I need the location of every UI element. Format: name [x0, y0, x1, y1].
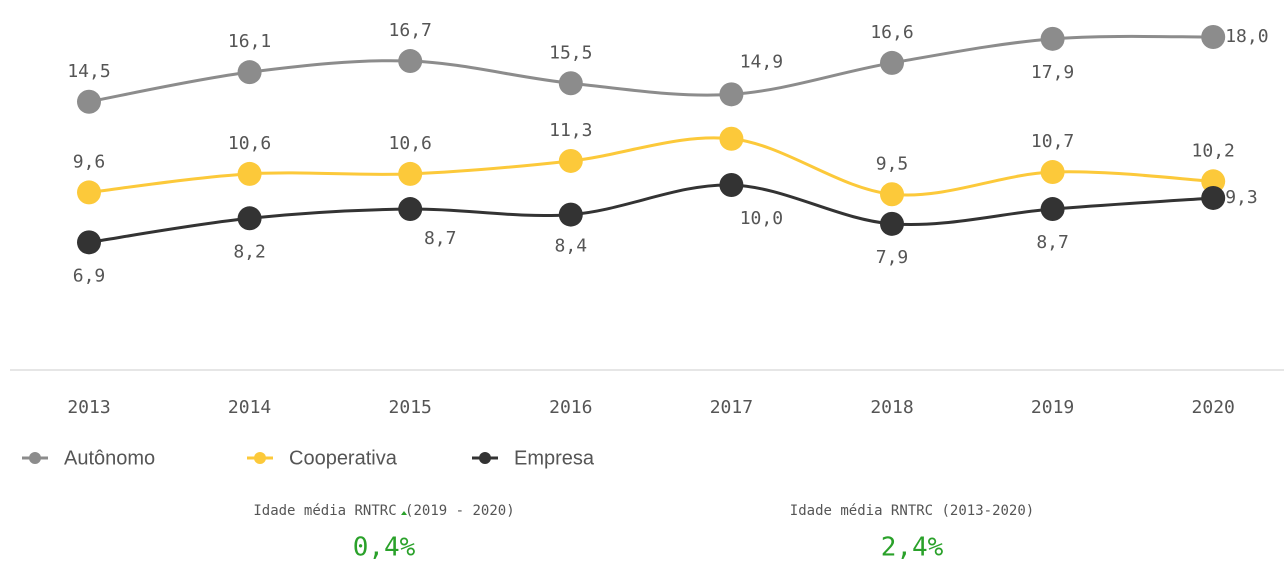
point: [880, 50, 904, 75]
kpi-value: 0,4%: [353, 533, 416, 562]
data-label: 9,6: [73, 151, 106, 172]
data-label: 10,6: [228, 133, 271, 154]
data-label: 10,7: [1031, 131, 1074, 152]
data-label: 9,3: [1225, 187, 1258, 208]
x-tick-label: 2014: [228, 397, 271, 418]
point: [398, 161, 423, 186]
point: [398, 49, 423, 74]
series-line: [88, 136, 1214, 197]
point: [77, 89, 101, 114]
x-tick-label: 2013: [67, 397, 110, 418]
point: [1201, 25, 1226, 49]
data-label: 7,9: [876, 247, 909, 268]
series-line: [88, 183, 1214, 244]
point: [237, 206, 262, 231]
point: [1040, 26, 1065, 51]
series-line: [88, 34, 1214, 104]
data-label: 8,7: [424, 228, 457, 249]
legend-marker: [29, 452, 41, 464]
data-label: 10,6: [389, 133, 432, 154]
point: [558, 71, 583, 96]
point: [237, 60, 262, 85]
point: [1040, 197, 1065, 222]
point: [880, 182, 904, 207]
point: [77, 180, 101, 205]
legend-label: Empresa: [514, 447, 595, 469]
data-label: 16,6: [870, 22, 913, 43]
x-tick-label: 2017: [710, 397, 753, 418]
point: [1201, 169, 1226, 194]
x-tick-label: 2018: [870, 397, 913, 418]
point: [558, 148, 583, 173]
legend-label: Autônomo: [64, 447, 155, 469]
data-label: 16,1: [228, 31, 271, 52]
kpi-value: 2,4%: [881, 533, 944, 562]
legend-marker: [254, 452, 266, 464]
point: [1201, 185, 1226, 210]
data-label: 11,3: [549, 120, 592, 141]
kpi-indicator: [401, 511, 407, 515]
x-tick-label: 2015: [389, 397, 432, 418]
data-label: 15,5: [549, 42, 592, 63]
data-label: 9,5: [876, 153, 909, 174]
kpi-label: Idade média RNTRC (2019 - 2020): [253, 503, 514, 519]
data-label: 18,0: [1225, 26, 1268, 47]
point: [558, 202, 583, 227]
data-label: 16,7: [389, 20, 432, 41]
point: [398, 197, 423, 222]
point: [237, 161, 262, 186]
point: [719, 126, 744, 151]
kpi-label: Idade média RNTRC (2013-2020): [790, 503, 1034, 519]
data-label: 8,2: [233, 241, 266, 262]
x-tick-label: 2020: [1192, 397, 1235, 418]
data-label: 14,9: [740, 51, 783, 72]
data-label: 8,4: [555, 236, 588, 257]
data-label: 17,9: [1031, 62, 1074, 83]
data-label: 14,5: [67, 61, 110, 82]
data-label: 10,2: [1192, 140, 1235, 161]
point: [719, 82, 744, 107]
point: [719, 173, 744, 197]
data-label: 10,0: [740, 208, 783, 229]
x-tick-label: 2019: [1031, 397, 1074, 418]
legend-marker: [479, 452, 491, 464]
data-label: 6,9: [73, 265, 106, 286]
legend-label: Cooperativa: [289, 447, 398, 469]
x-tick-label: 2016: [549, 397, 592, 418]
point: [77, 230, 101, 255]
point: [1040, 160, 1065, 185]
data-label: 8,7: [1036, 232, 1069, 253]
point: [880, 211, 904, 236]
